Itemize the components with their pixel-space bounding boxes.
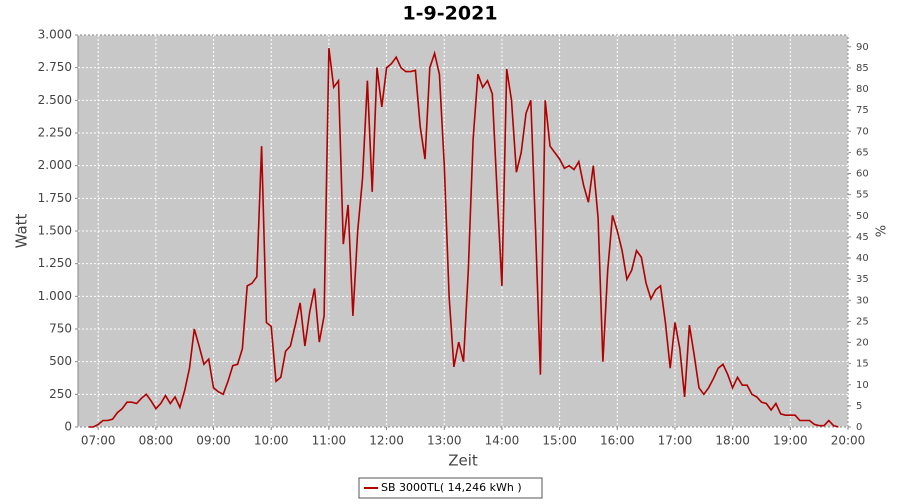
- x-tick-label: 08:00: [139, 434, 174, 448]
- x-tick-label: 07:00: [81, 434, 116, 448]
- x-tick-label: 17:00: [658, 434, 693, 448]
- x-tick-label: 13:00: [427, 434, 462, 448]
- y2-tick-label: 60: [856, 169, 869, 180]
- x-tick-label: 14:00: [485, 434, 520, 448]
- y2-tick-label: 55: [856, 190, 869, 201]
- y-tick-label: 2.000: [38, 158, 72, 172]
- y2-tick-label: 40: [856, 253, 869, 264]
- y-tick-label: 1.250: [38, 256, 72, 270]
- y-tick-label: 500: [49, 354, 72, 368]
- y2-tick-label: 25: [856, 316, 869, 327]
- y-tick-label: 0: [64, 420, 72, 434]
- y2-tick-label: 30: [856, 295, 869, 306]
- y2-tick-label: 70: [856, 126, 869, 137]
- y-tick-label: 2.500: [38, 93, 72, 107]
- y2-tick-label: 5: [856, 401, 862, 412]
- x-tick-label: 16:00: [600, 434, 635, 448]
- y2-tick-label: 80: [856, 84, 869, 95]
- y2-tick-label: 45: [856, 232, 869, 243]
- x-tick-label: 11:00: [312, 434, 347, 448]
- y2-tick-label: 85: [856, 63, 869, 74]
- x-tick-label: 12:00: [369, 434, 404, 448]
- y2-tick-label: 90: [856, 42, 869, 53]
- x-tick-label: 15:00: [542, 434, 577, 448]
- x-tick-label: 18:00: [715, 434, 750, 448]
- y2-tick-label: 10: [856, 380, 869, 391]
- y2-tick-label: 50: [856, 211, 869, 222]
- chart-title: 1-9-2021: [402, 3, 497, 25]
- y-axis-label: Watt: [13, 213, 31, 248]
- y-tick-label: 750: [49, 322, 72, 336]
- x-tick-label: 09:00: [196, 434, 231, 448]
- y2-tick-label: 20: [856, 338, 869, 349]
- y-tick-label: 2.250: [38, 126, 72, 140]
- y-tick-label: 3.000: [38, 28, 72, 42]
- y2-tick-label: 15: [856, 359, 869, 370]
- y-tick-label: 250: [49, 387, 72, 401]
- y2-tick-label: 0: [856, 422, 862, 433]
- y2-tick-label: 65: [856, 147, 869, 158]
- x-tick-label: 19:00: [773, 434, 808, 448]
- legend-box: [358, 477, 543, 499]
- y-tick-label: 1.000: [38, 289, 72, 303]
- y-tick-label: 1.500: [38, 224, 72, 238]
- x-tick-label: 10:00: [254, 434, 289, 448]
- y2-axis-label: %: [875, 225, 890, 237]
- y-tick-label: 2.750: [38, 60, 72, 74]
- data-line: [88, 48, 839, 428]
- y-tick-label: 1.750: [38, 191, 72, 205]
- y2-tick-label: 75: [856, 105, 869, 116]
- y2-tick-label: 35: [856, 274, 869, 285]
- x-tick-label: 20:00: [831, 434, 866, 448]
- legend-label: SB 3000TL( 14,246 kWh ): [381, 481, 522, 494]
- x-axis-label: Zeit: [448, 452, 478, 470]
